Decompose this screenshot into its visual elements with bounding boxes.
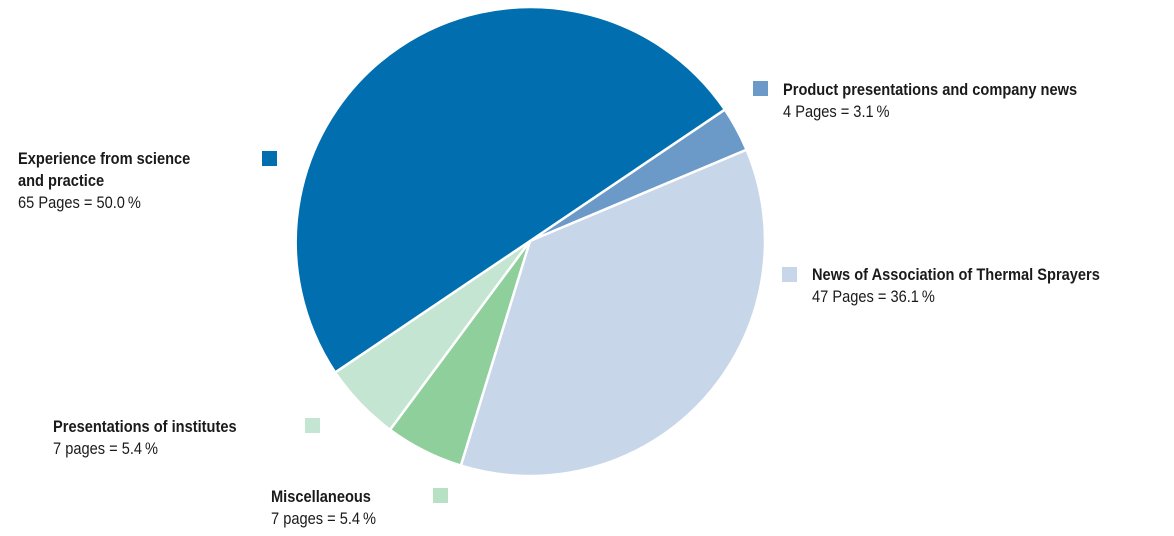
legend-detail-news: 47 Pages = 36.1 %	[812, 287, 935, 306]
legend-swatch-news	[782, 267, 797, 282]
pie-slices	[294, 5, 767, 478]
legend-item-experience: Experience from science and practice 65 …	[18, 148, 190, 214]
legend-item-product: Product presentations and company news 4…	[783, 79, 1077, 123]
legend-label-product: Product presentations and company news	[783, 80, 1078, 99]
slice-news	[459, 148, 767, 478]
legend-swatch-misc	[433, 488, 448, 503]
legend-detail-product: 4 Pages = 3.1 %	[783, 102, 890, 121]
legend-label-experience-line2: and practice	[18, 171, 105, 190]
legend-label-misc: Miscellaneous	[271, 487, 371, 506]
legend-label-experience-line1: Experience from science	[18, 149, 191, 168]
legend-swatch-experience	[262, 151, 277, 166]
legend-label-institutes: Presentations of institutes	[53, 417, 237, 436]
legend-item-institutes: Presentations of institutes 7 pages = 5.…	[53, 416, 237, 460]
legend-swatch-institutes	[305, 418, 320, 433]
slice-experience	[294, 5, 727, 374]
legend-item-misc: Miscellaneous 7 pages = 5.4 %	[271, 486, 376, 530]
legend-detail-institutes: 7 pages = 5.4 %	[53, 439, 158, 458]
legend-label-news: News of Association of Thermal Sprayers	[812, 265, 1100, 284]
legend-detail-experience: 65 Pages = 50.0 %	[18, 193, 141, 212]
legend-item-news: News of Association of Thermal Sprayers …	[812, 264, 1100, 308]
legend-detail-misc: 7 pages = 5.4 %	[271, 509, 376, 528]
legend-swatch-product	[753, 81, 768, 96]
